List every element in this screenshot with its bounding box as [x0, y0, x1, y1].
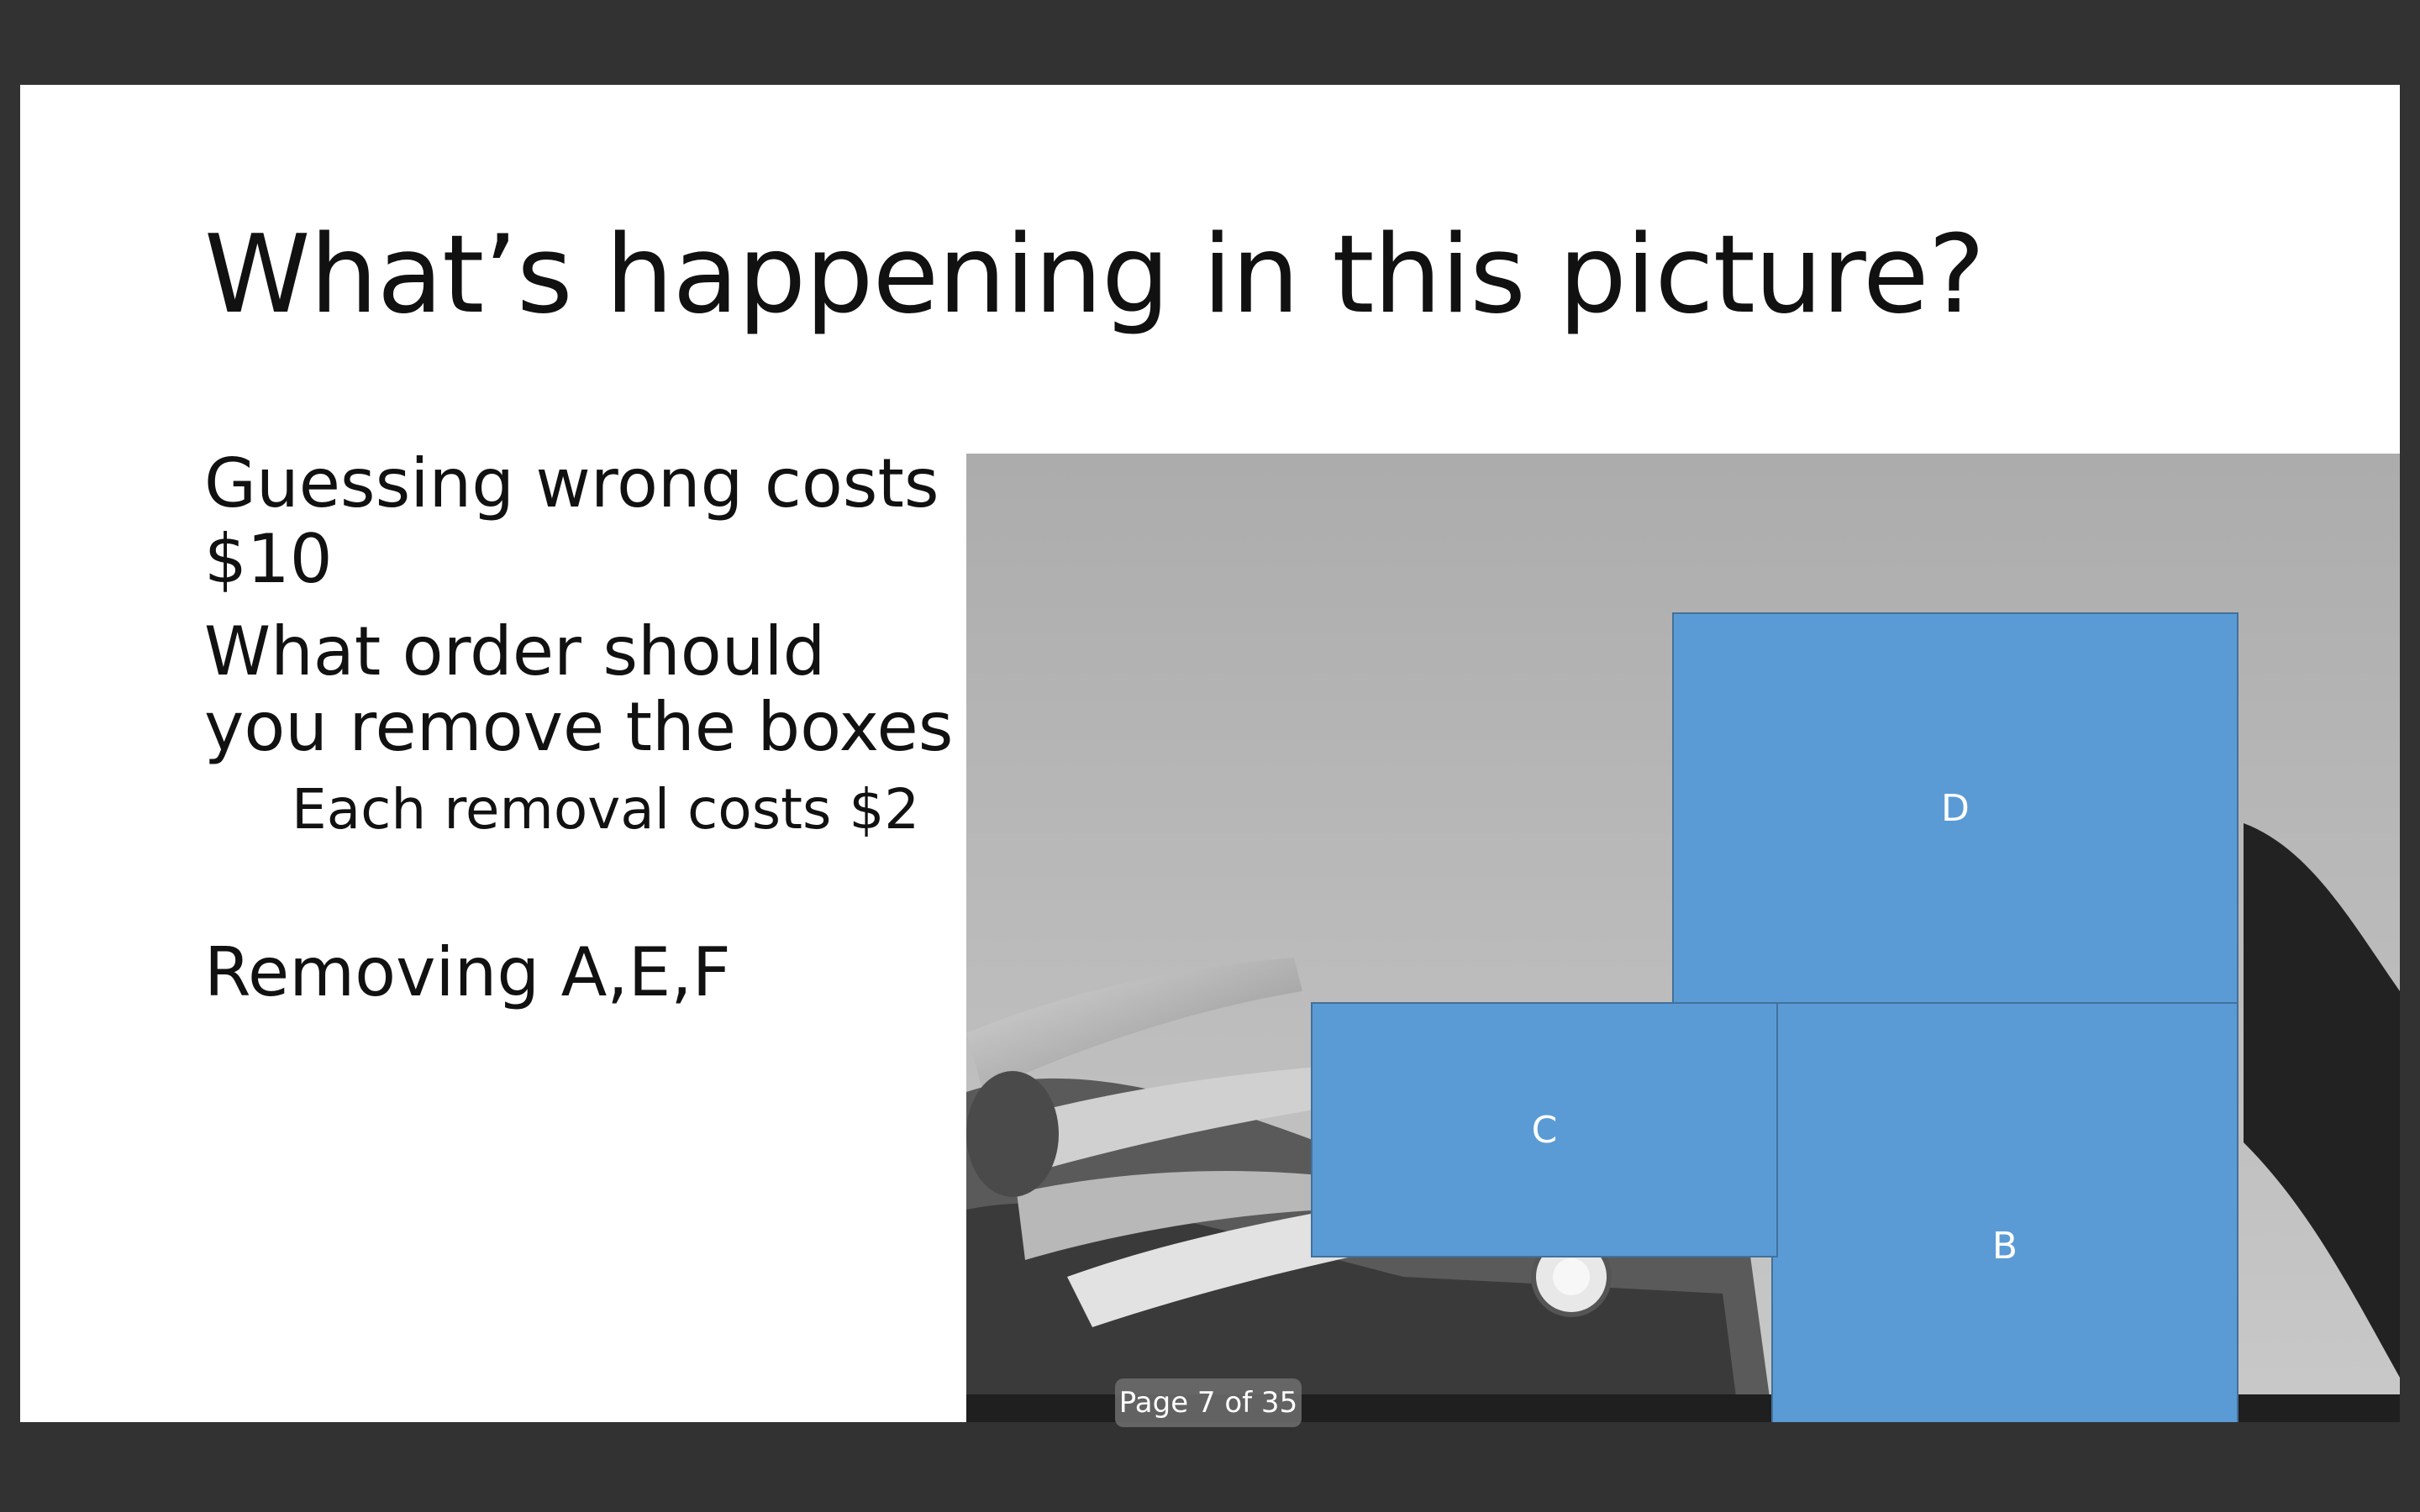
sub-bullet-removal-cost: Each removal costs $2	[292, 777, 920, 842]
box-b-label: B	[1991, 1224, 2018, 1268]
box-b: B	[1771, 1002, 2238, 1422]
bullet-list: Guessing wrong costs $10 What order shou…	[204, 446, 960, 1027]
box-d: D	[1672, 612, 2238, 1004]
slide-title: What’s happening in this picture?	[204, 213, 1986, 338]
box-d-label: D	[1941, 786, 1970, 830]
box-c: C	[1311, 1002, 1778, 1257]
bullet-removal-order: What order should you remove the boxes	[204, 612, 954, 766]
bullet-removed-boxes: Removing A,E,F	[204, 933, 731, 1011]
bullet-guessing-cost: Guessing wrong costs $10	[204, 444, 939, 598]
slide-page: What’s happening in this picture? Guessi…	[20, 85, 2400, 1422]
page-indicator: Page 7 of 35	[1115, 1378, 1302, 1427]
box-c-label: C	[1531, 1108, 1558, 1152]
